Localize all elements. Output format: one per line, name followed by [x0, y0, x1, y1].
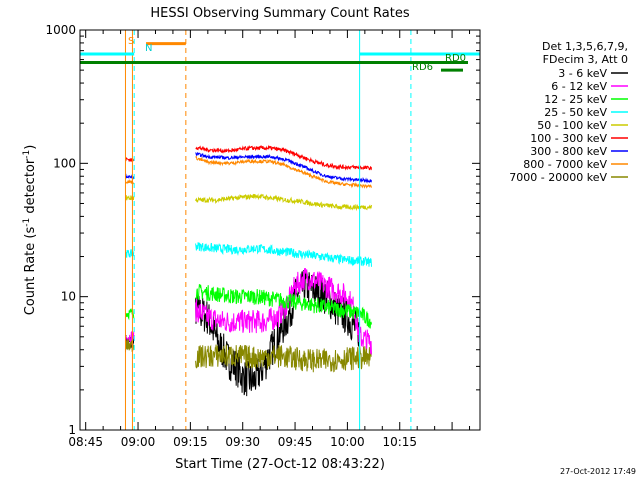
- series-group: [125, 144, 372, 397]
- legend-item-3: 12 - 25 keV: [544, 93, 607, 106]
- x-tick-label: 08:45: [68, 435, 103, 449]
- series-trace: [195, 155, 372, 189]
- legend-item-4: 25 - 50 keV: [544, 106, 607, 119]
- series-5: [125, 193, 372, 212]
- legend-item-5: 50 - 100 keV: [537, 119, 607, 132]
- series-trace: [195, 284, 372, 329]
- x-tick-label: 09:30: [225, 435, 260, 449]
- legend-item-1: 3 - 6 keV: [558, 67, 607, 80]
- legend-header-2: FDecim 3, Att 0: [543, 53, 628, 66]
- y-tick-label: 100: [53, 156, 76, 170]
- y-tick-label: 1000: [45, 23, 76, 37]
- y-tick-label: 10: [61, 290, 76, 304]
- legend-item-8: 800 - 7000 keV: [523, 158, 607, 171]
- y-tick-label: 1: [68, 423, 76, 437]
- legend-item-9: 7000 - 20000 keV: [509, 171, 607, 184]
- x-tick-label: 09:15: [173, 435, 208, 449]
- series-trace: [195, 193, 372, 212]
- series-4: [125, 242, 372, 267]
- flag-label-s: S: [128, 36, 134, 47]
- series-trace: [195, 151, 372, 184]
- axis-layer: 1 10 100 1000 08:45 09:00 09:15 09:30 09:45 10:00…: [45, 23, 480, 449]
- x-tick-label: 09:45: [278, 435, 313, 449]
- legend-item-6: 100 - 300 keV: [530, 132, 607, 145]
- x-axis-label: Start Time (27-Oct-12 08:43:22): [175, 457, 385, 472]
- legend-header-1: Det 1,3,5,6,7,9,: [542, 40, 628, 53]
- x-tick-label: 09:00: [121, 435, 156, 449]
- x-tick-label: 10:15: [382, 435, 417, 449]
- flag-label-rd0: RD0: [445, 53, 466, 64]
- footer-timestamp: 27-Oct-2012 17:49: [560, 467, 636, 476]
- series-1: [125, 269, 360, 397]
- chart-title: HESSI Observing Summary Count Rates: [150, 6, 409, 21]
- x-tick-label: 10:00: [330, 435, 365, 449]
- series-trace: [195, 144, 372, 171]
- flag-label-rd6: RD6: [412, 62, 433, 73]
- series-3: [125, 284, 372, 329]
- legend-item-2: 6 - 12 keV: [551, 80, 607, 93]
- series-8: [125, 155, 372, 189]
- flag-layer: SN RD0 RD6: [79, 30, 480, 430]
- y-axis-label: Count Rate (s-1 detector-1): [22, 145, 38, 316]
- legend-item-7: 300 - 800 keV: [530, 145, 607, 158]
- plot-frame: [79, 29, 481, 431]
- series-trace: [195, 344, 372, 373]
- series-trace: [195, 242, 372, 267]
- flag-label-n: N: [145, 43, 152, 54]
